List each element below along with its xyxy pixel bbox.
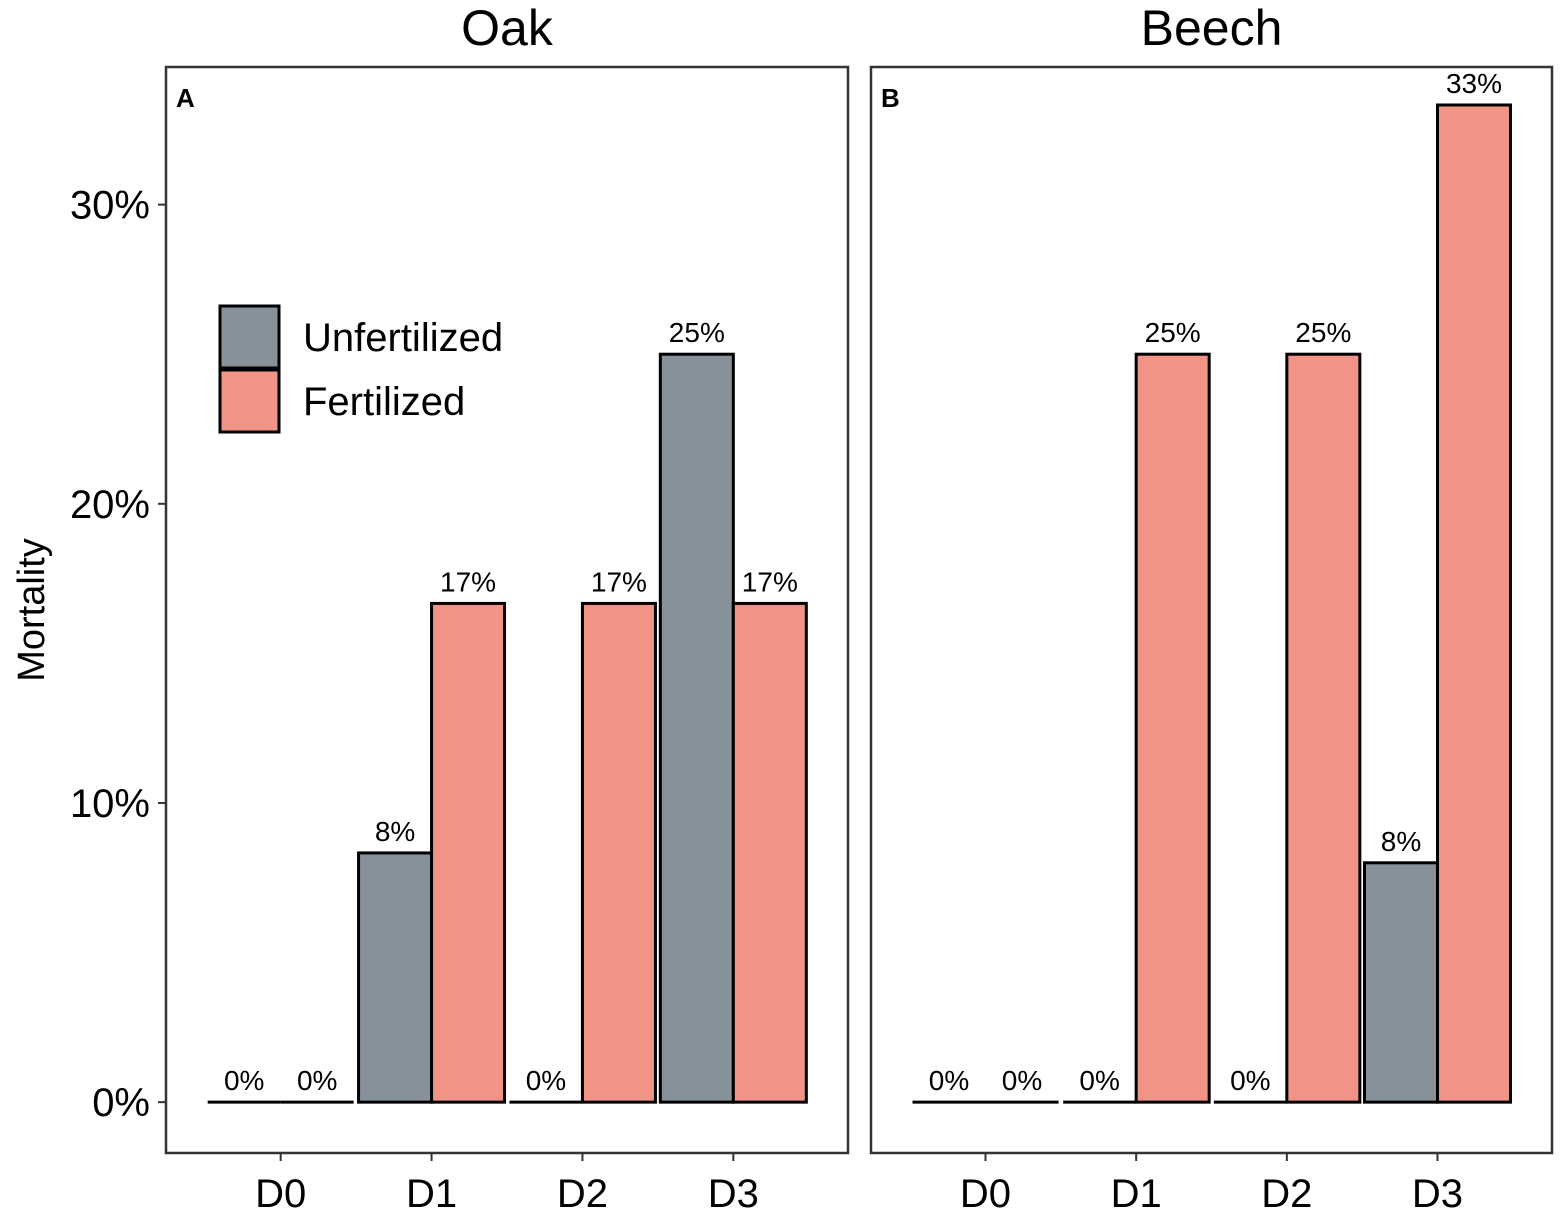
bar-value-label: 33%: [1446, 68, 1502, 99]
bar-value-label: 8%: [1381, 826, 1421, 857]
bar-fertilized-d3: [731, 601, 808, 1104]
x-tick-label: D3: [708, 1172, 759, 1212]
x-tick-label: D2: [1261, 1172, 1312, 1212]
bar-value-label: 17%: [591, 566, 647, 597]
bar-fertilized-d3: [1435, 103, 1512, 1104]
legend-swatch-unfertilized: [218, 304, 281, 370]
y-tick-label: 0%: [92, 1081, 150, 1125]
facet-title-oak: Oak: [461, 0, 554, 56]
bar-value-label: 0%: [526, 1065, 566, 1096]
facet-title-beech: Beech: [1141, 0, 1283, 56]
y-tick-label: 30%: [70, 184, 150, 228]
bar-unfertilized-d3: [1362, 861, 1439, 1104]
panel-border: [869, 65, 1554, 1155]
panel-letter: B: [881, 83, 900, 113]
y-tick-label: 20%: [70, 483, 150, 527]
bar-value-label: 0%: [929, 1065, 969, 1096]
bar-value-label: 0%: [297, 1065, 337, 1096]
y-axis-title: Mortality: [11, 538, 53, 682]
x-tick-label: D0: [255, 1172, 306, 1212]
bar-unfertilized-d1: [357, 851, 434, 1104]
bar-value-label: 25%: [669, 317, 725, 348]
bar-unfertilized-d3: [658, 352, 735, 1104]
bar-value-label: 25%: [1295, 317, 1351, 348]
legend-swatch-fertilized: [218, 368, 281, 434]
bar-value-label: 0%: [1230, 1065, 1270, 1096]
y-tick-label: 10%: [70, 782, 150, 826]
bar-value-label: 0%: [224, 1065, 264, 1096]
x-tick-label: D1: [406, 1172, 457, 1212]
bar-fertilized-d2: [1285, 352, 1362, 1104]
bar-value-label: 8%: [375, 816, 415, 847]
bar-fertilized-d1: [430, 601, 507, 1104]
x-tick-label: D0: [960, 1172, 1011, 1212]
bar-value-label: 0%: [1002, 1065, 1042, 1096]
bar-value-label: 25%: [1145, 317, 1201, 348]
x-tick-label: D1: [1111, 1172, 1162, 1212]
bar-fertilized-d1: [1134, 352, 1211, 1104]
legend-label-unfertilized: Unfertilized: [303, 316, 503, 360]
bar-value-label: 0%: [1079, 1065, 1119, 1096]
bar-value-label: 17%: [742, 566, 798, 597]
bar-value-label: 17%: [440, 566, 496, 597]
bar-fertilized-d2: [580, 601, 657, 1104]
panel-border: [164, 65, 850, 1155]
legend-label-fertilized: Fertilized: [303, 380, 465, 424]
panel-letter: A: [176, 83, 195, 113]
x-tick-label: D3: [1412, 1172, 1463, 1212]
x-tick-label: D2: [557, 1172, 608, 1212]
